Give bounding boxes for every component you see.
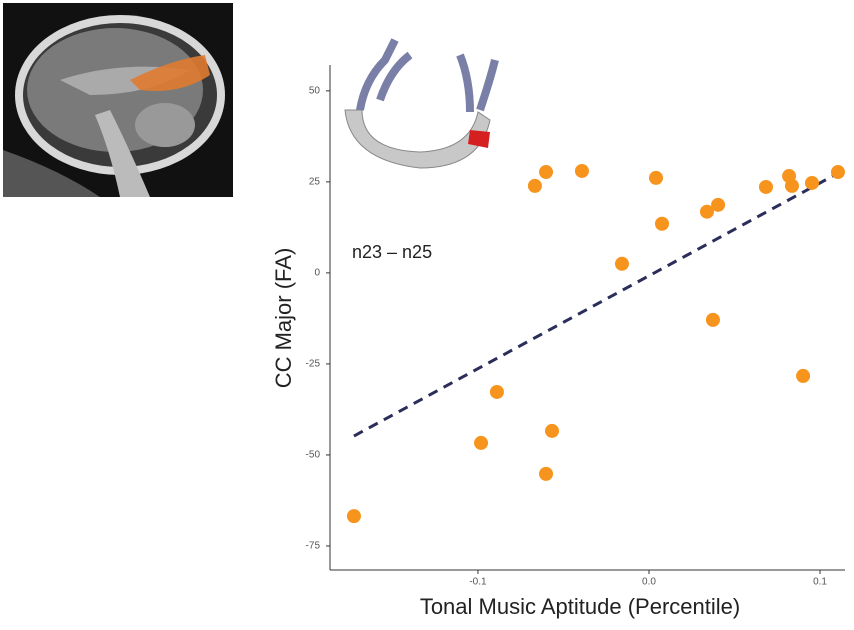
point	[805, 176, 819, 190]
x-tick-label: -0.1	[469, 577, 487, 588]
point	[785, 179, 799, 193]
point	[575, 164, 589, 178]
point	[539, 165, 553, 179]
y-tick-label: 25	[309, 177, 321, 188]
y-tick-label: -25	[306, 359, 321, 370]
point	[545, 424, 559, 438]
point	[474, 436, 488, 450]
chart: n23 – n25 Tonal Music Aptitude (Percenti…	[0, 0, 854, 630]
annotation: n23 – n25	[352, 242, 432, 262]
y-tick-label: -50	[306, 450, 321, 461]
mri-image	[3, 3, 233, 197]
tract-image	[345, 40, 495, 168]
y-tick-label: 50	[309, 85, 321, 96]
point	[796, 369, 810, 383]
x-tick-label: 0.0	[642, 577, 656, 588]
trend-line	[354, 172, 840, 436]
point	[831, 165, 845, 179]
x-axis-label: Tonal Music Aptitude (Percentile)	[420, 594, 740, 619]
y-tick-label: -75	[306, 541, 321, 552]
y-axis-label: CC Major (FA)	[271, 248, 296, 389]
point	[539, 467, 553, 481]
point	[655, 217, 669, 231]
point	[615, 257, 629, 271]
point	[347, 509, 361, 523]
point	[759, 180, 773, 194]
point	[706, 313, 720, 327]
point	[490, 385, 504, 399]
point	[649, 171, 663, 185]
x-tick-label: 0.1	[813, 577, 827, 588]
point	[711, 198, 725, 212]
y-tick-label: 0	[314, 268, 320, 279]
point	[528, 179, 542, 193]
